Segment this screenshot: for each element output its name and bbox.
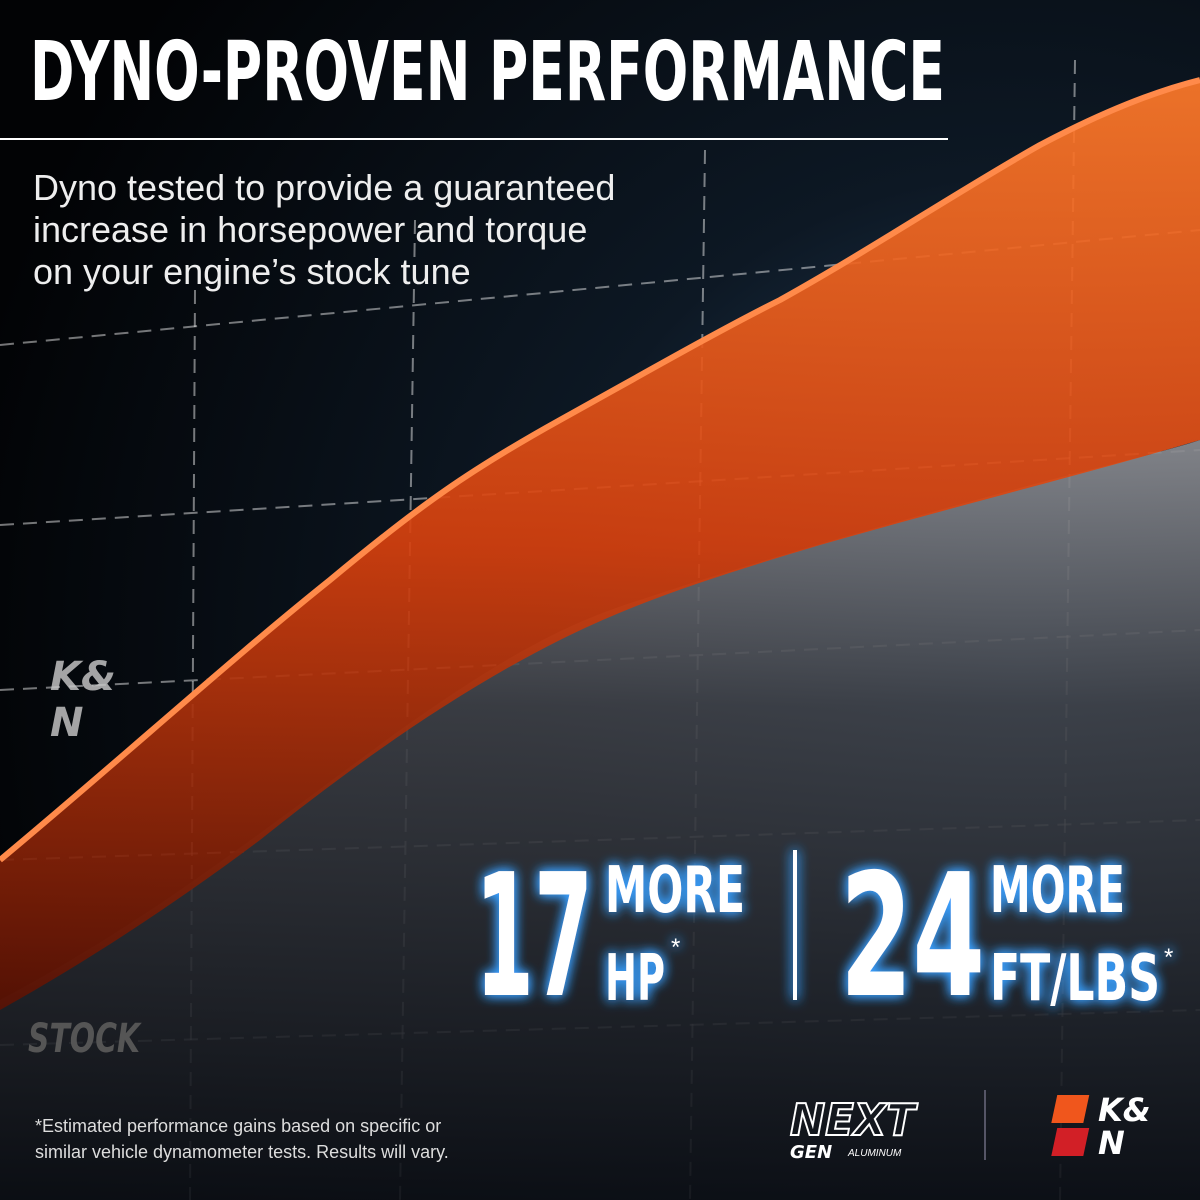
tuned-curve-edge [0,77,1200,863]
stat-value: 17 [475,838,593,1036]
description-line: on your engine’s stock tune [33,251,471,292]
footnote-line: similar vehicle dynamometer tests. Resul… [35,1142,449,1162]
title: DYNO-PROVEN PERFORMANCE [30,25,945,120]
nextgen-logo: NEXT GEN ALUMINUM [789,1094,919,1163]
tuned-curve [0,80,1200,1010]
brand-text: K& [1098,1091,1151,1129]
description-line: increase in horsepower and torque [33,209,587,250]
stat-line: MORE [990,854,1125,928]
brand-text: K& [50,654,116,700]
stat-line: HP [605,942,665,1016]
stat-line: MORE [605,854,745,928]
nextgen-sub: GEN [790,1142,832,1163]
brand-logo: K& N [50,654,116,746]
stats: 17 MORE HP * 24 MORE FT/LBS * [475,838,1173,1036]
description-line: Dyno tested to provide a guaranteed [33,167,615,208]
stat-mark: * [671,934,680,961]
nextgen-word: NEXT [790,1095,918,1146]
stat-value: 24 [840,838,985,1036]
nextgen-material: ALUMINUM [847,1148,902,1159]
stock-label: STOCK [28,1016,142,1062]
brand-logo: K& N [1051,1091,1151,1162]
stat-mark: * [1164,944,1173,971]
brand-text: N [50,700,83,746]
brand-text: N [1098,1124,1125,1162]
stock-curve [0,440,1200,1200]
stat-line: FT/LBS [990,942,1160,1016]
footnote-line: *Estimated performance gains based on sp… [35,1116,441,1136]
